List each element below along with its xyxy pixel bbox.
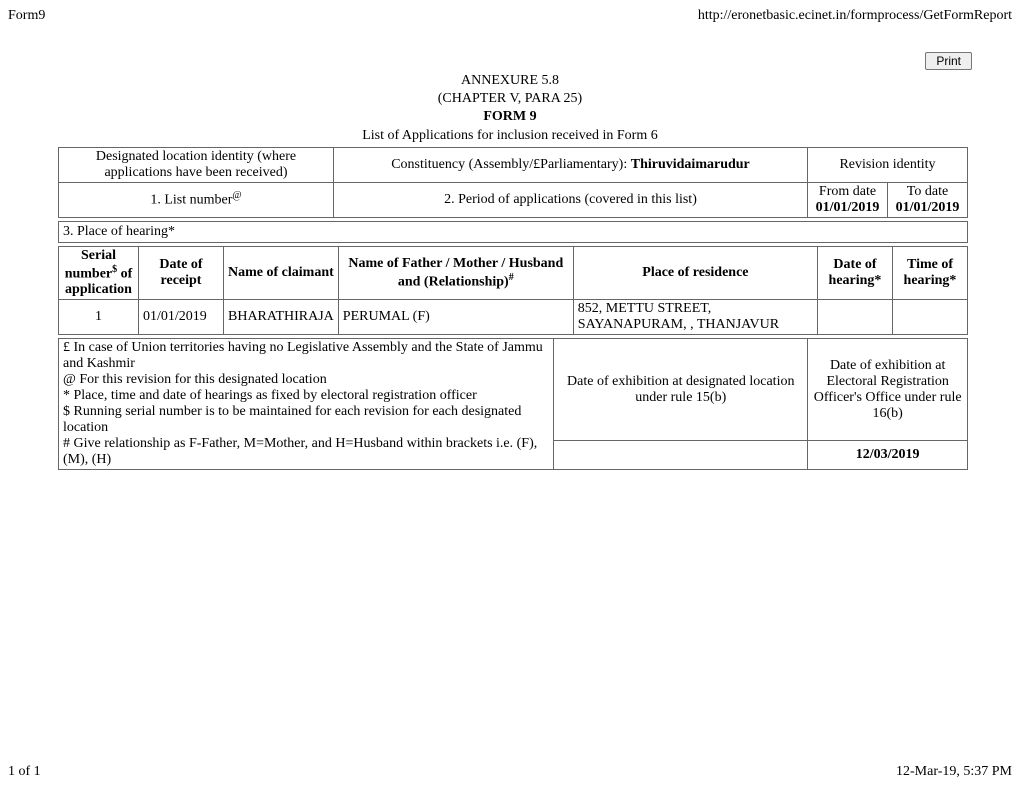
col-time-hearing: Time of hearing*	[893, 246, 968, 300]
table-row: £ In case of Union territories having no…	[59, 339, 968, 441]
table-row: Designated location identity (where appl…	[59, 147, 968, 182]
exhibition-16b-value: 12/03/2019	[808, 441, 968, 470]
page-title: Form9	[8, 8, 45, 24]
table-row: 1. List number@ 2. Period of application…	[59, 182, 968, 217]
footnotes-cell: £ In case of Union territories having no…	[59, 339, 554, 470]
cell-date-receipt: 01/01/2019	[139, 300, 224, 335]
footer-timestamp: 12-Mar-19, 5:37 PM	[896, 764, 1012, 780]
cell-time-hearing	[893, 300, 968, 335]
subtitle-label: List of Applications for inclusion recei…	[8, 127, 1012, 145]
col-father-sup: #	[509, 272, 514, 283]
list-number-cell: 1. List number@	[59, 182, 334, 217]
col-father: Name of Father / Mother / Husband and (R…	[338, 246, 573, 300]
table-row: Serial number$ of application Date of re…	[59, 246, 968, 300]
cell-date-hearing	[818, 300, 893, 335]
col-serial-pre: Serial number	[65, 248, 116, 282]
cell-serial: 1	[59, 300, 139, 335]
form-label: FORM 9	[8, 108, 1012, 126]
footnote-4: $ Running serial number is to be maintai…	[63, 404, 549, 436]
list-number-label: 1. List number	[150, 193, 232, 208]
col-date-receipt: Date of receipt	[139, 246, 224, 300]
exhibition-15b-label: Date of exhibition at designated locatio…	[554, 339, 808, 441]
page-url: http://eronetbasic.ecinet.in/formprocess…	[698, 8, 1012, 24]
to-date-label: To date	[907, 184, 948, 199]
chapter-label: (CHAPTER V, PARA 25)	[8, 90, 1012, 108]
cell-claimant: BHARATHIRAJA	[224, 300, 339, 335]
col-father-pre: Name of Father / Mother / Husband and (R…	[348, 256, 563, 290]
list-number-sup: @	[232, 190, 241, 201]
from-date-cell: From date 01/01/2019	[808, 182, 888, 217]
page-count: 1 of 1	[8, 764, 41, 780]
revision-identity-cell: Revision identity	[808, 147, 968, 182]
annexure-label: ANNEXURE 5.8	[8, 72, 1012, 90]
footnote-1: £ In case of Union territories having no…	[63, 340, 549, 372]
table-row: 1 01/01/2019 BHARATHIRAJA PERUMAL (F) 85…	[59, 300, 968, 335]
footnote-2: @ For this revision for this designated …	[63, 372, 549, 388]
col-date-hearing: Date of hearing*	[818, 246, 893, 300]
cell-residence: 852, METTU STREET, SAYANAPURAM, , THANJA…	[573, 300, 817, 335]
col-claimant: Name of claimant	[224, 246, 339, 300]
constituency-cell: Constituency (Assembly/£Parliamentary): …	[334, 147, 808, 182]
exhibition-15b-value	[554, 441, 808, 470]
constituency-value: Thiruvidaimarudur	[631, 157, 750, 172]
exhibition-16b-label: Date of exhibition at Electoral Registra…	[808, 339, 968, 441]
period-cell: 2. Period of applications (covered in th…	[334, 182, 808, 217]
from-date-label: From date	[819, 184, 876, 199]
footnote-3: * Place, time and date of hearings as fi…	[63, 388, 549, 404]
print-button[interactable]: Print	[925, 52, 972, 70]
col-residence: Place of residence	[573, 246, 817, 300]
from-date-value: 01/01/2019	[816, 200, 880, 215]
constituency-label: Constituency (Assembly/£Parliamentary):	[391, 157, 631, 172]
cell-father: PERUMAL (F)	[338, 300, 573, 335]
col-serial: Serial number$ of application	[59, 246, 139, 300]
to-date-cell: To date 01/01/2019	[888, 182, 968, 217]
footnote-5: # Give relationship as F-Father, M=Mothe…	[63, 436, 549, 468]
place-hearing-cell: 3. Place of hearing*	[58, 221, 968, 243]
designated-location-cell: Designated location identity (where appl…	[59, 147, 334, 182]
to-date-value: 01/01/2019	[896, 200, 960, 215]
